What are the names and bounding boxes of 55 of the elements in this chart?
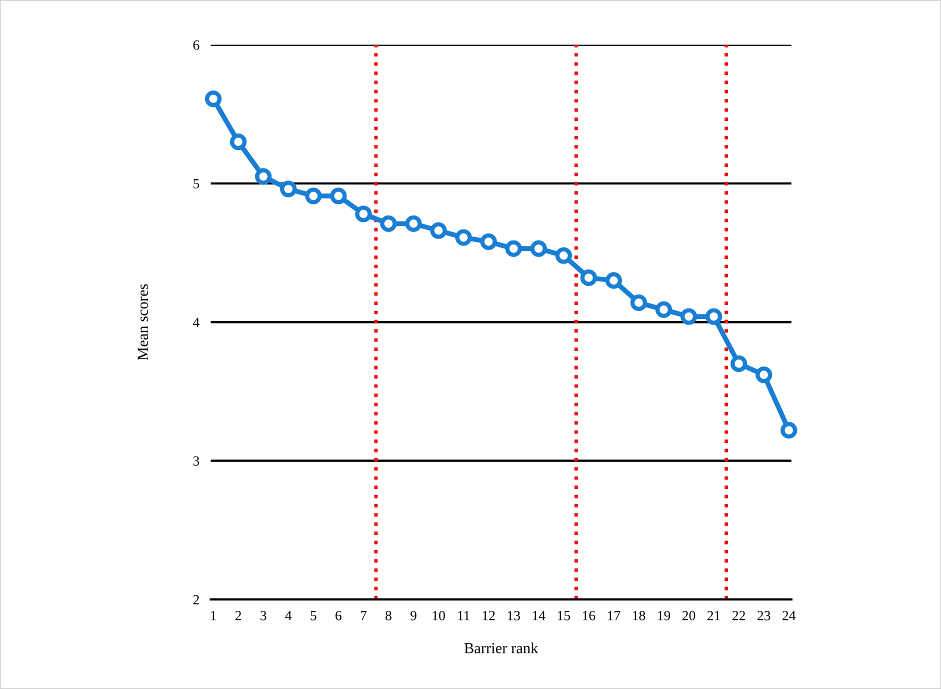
- point: [380, 215, 397, 232]
- point: [730, 355, 748, 372]
- point: [580, 269, 598, 286]
- x-tick-label: 12: [482, 610, 495, 620]
- x-tick-label: 10: [432, 610, 445, 620]
- x-tick-label: 18: [633, 610, 646, 620]
- point: [480, 233, 497, 250]
- x-tick-label: 15: [558, 611, 570, 620]
- x-axis-title: Barrier rank: [464, 642, 538, 654]
- x-tick-label: 2: [235, 610, 242, 620]
- y-tick-label: 4: [193, 318, 200, 327]
- point: [430, 222, 447, 239]
- point: [455, 229, 472, 246]
- point: [530, 240, 547, 257]
- point: [705, 308, 722, 325]
- point: [780, 422, 798, 439]
- y-axis-title: Mean scores: [138, 284, 148, 360]
- x-tick-label: 14: [532, 611, 546, 620]
- x-tick-label: 9: [410, 610, 416, 620]
- x-tick-label: 4: [285, 611, 292, 620]
- y-tick-label: 6: [193, 40, 200, 50]
- x-tick-label: 3: [260, 610, 266, 620]
- x-tick-label: 19: [658, 610, 670, 620]
- x-tick-label: 5: [310, 611, 316, 620]
- point: [255, 168, 272, 185]
- y-tick-label: 5: [194, 179, 200, 188]
- x-tick-label: 21: [707, 610, 720, 620]
- x-tick-label: 13: [508, 610, 520, 620]
- point: [655, 301, 672, 318]
- x-tick-label: 22: [732, 610, 746, 620]
- x-tick-label: 1: [211, 611, 216, 620]
- x-tick-label: 24: [782, 610, 796, 620]
- y-tick-label: 2: [193, 595, 199, 604]
- point: [756, 366, 772, 384]
- point: [555, 247, 572, 264]
- point: [505, 240, 522, 257]
- y-tick-label: 3: [193, 456, 200, 466]
- x-tick-label: 23: [758, 610, 770, 620]
- x-tick-label: 17: [608, 611, 620, 620]
- x-tick-label: 6: [336, 610, 342, 620]
- point: [230, 134, 247, 150]
- x-tick-label: 11: [458, 611, 470, 620]
- point: [280, 180, 297, 198]
- point: [204, 90, 222, 108]
- point: [305, 188, 322, 204]
- point: [630, 294, 648, 312]
- point: [330, 188, 347, 204]
- x-tick-label: 8: [386, 610, 392, 620]
- x-tick-label: 16: [582, 610, 596, 620]
- point: [355, 206, 372, 222]
- point: [405, 215, 422, 232]
- x-tick-label: 20: [682, 610, 696, 620]
- point: [605, 272, 622, 289]
- x-tick-label: 7: [360, 611, 367, 620]
- point: [680, 308, 698, 325]
